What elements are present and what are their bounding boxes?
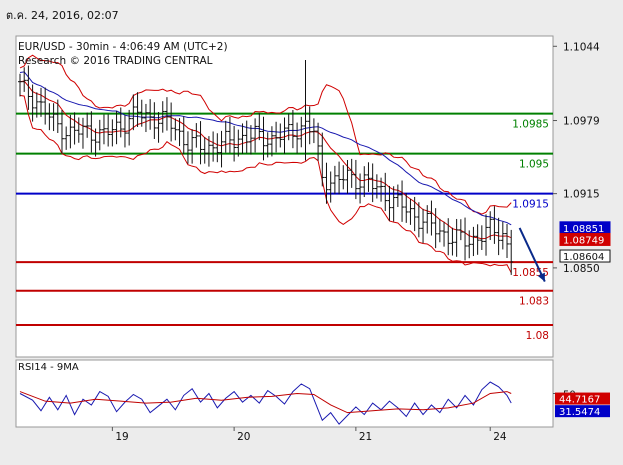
top-bar: ต.ค. 24, 2016, 02:07: [0, 0, 623, 36]
chart-subtitle: Research © 2016 TRADING CENTRAL: [18, 55, 213, 67]
rsi-line: [19, 381, 512, 425]
forecast-arrow-head: [537, 272, 545, 282]
y-tick-label: 1.0915: [563, 189, 600, 201]
x-tick-label: 24: [493, 431, 507, 443]
moving-average-blue: [19, 71, 512, 226]
x-tick-label: 20: [237, 431, 250, 443]
y-tick-label: 1.0850: [563, 263, 600, 275]
price-tag-label: 1.08749: [563, 235, 604, 246]
level-label: 1.095: [519, 159, 549, 171]
level-label: 1.0985: [512, 119, 549, 131]
chart-title: EUR/USD - 30min - 4:06:49 AM (UTC+2): [18, 41, 228, 53]
bollinger-upper: [19, 54, 512, 215]
level-label: 1.083: [519, 296, 549, 308]
rsi-panel: [15, 359, 554, 428]
forecast-arrow: [518, 227, 546, 283]
x-tick-label: 19: [115, 431, 128, 443]
x-tick-label: 21: [359, 431, 372, 443]
bollinger-lower: [19, 94, 512, 273]
level-label: 1.08: [526, 330, 549, 342]
price-tag-label: 1.08851: [563, 224, 604, 235]
rsi-ma-line: [19, 391, 512, 414]
rsi-title: RSI14 - 9MA: [18, 362, 79, 373]
rsi-value-label: 31.5474: [559, 407, 600, 418]
moving-average-red: [19, 80, 512, 240]
level-label: 1.0915: [512, 199, 549, 211]
y-tick-label: 1.0979: [563, 116, 600, 128]
timestamp: ต.ค. 24, 2016, 02:07: [6, 9, 119, 22]
rsi-value-tag: [555, 392, 610, 405]
rsi-value-tag: [555, 405, 610, 418]
price-tag: [559, 232, 611, 246]
price-tag-label: 1.08604: [563, 252, 604, 263]
rsi-value-label: 44.7167: [559, 395, 600, 406]
y-tick-label: 1.1044: [563, 41, 600, 53]
price-panel: [15, 35, 554, 358]
price-tag: [559, 249, 611, 263]
